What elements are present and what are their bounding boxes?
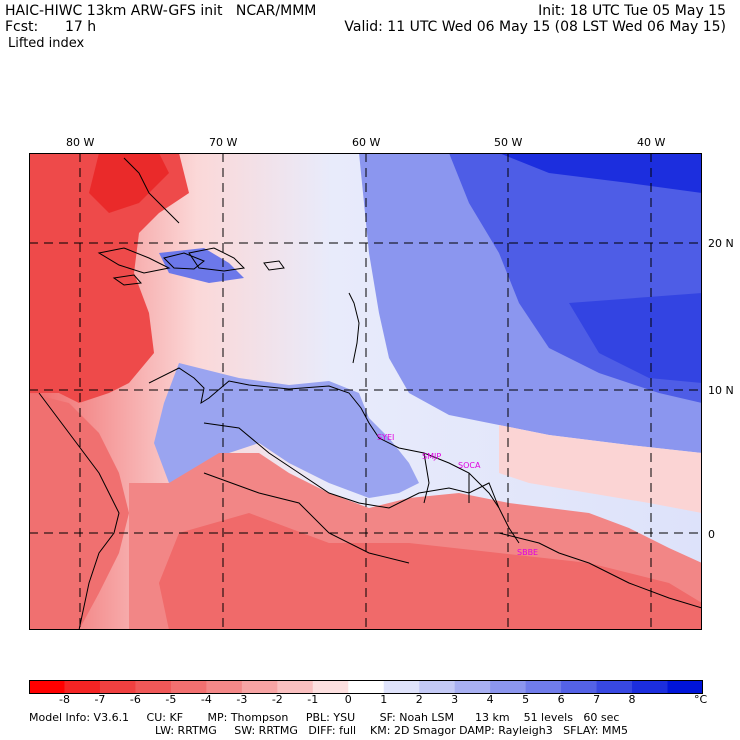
lat-lon-grid	[29, 153, 702, 630]
negative-region-central-america	[29, 393, 129, 630]
colorbar-tick-label: -4	[200, 693, 212, 706]
forecast-label: Fcst:	[5, 19, 39, 35]
negative-region-west	[29, 153, 189, 403]
colorbar-tick-label: -2	[271, 693, 283, 706]
colorbar-swatch	[170, 680, 207, 694]
positive-region-caribbean	[154, 363, 419, 498]
colorbar-swatch	[348, 680, 385, 694]
colorbar-tick-label: 0	[344, 693, 352, 706]
lat-label-0: 0	[708, 528, 715, 541]
colorbar-tick-label: 3	[451, 693, 459, 706]
colorbar-tick-label: -6	[129, 693, 141, 706]
colorbar-swatch	[561, 680, 598, 694]
colorbar-tick-label: 6	[557, 693, 565, 706]
colorbar-tick-label: 7	[593, 693, 601, 706]
colorbar-swatch	[454, 680, 491, 694]
station-soca: SOCA	[458, 461, 481, 470]
colorbar-tick-label: -8	[58, 693, 70, 706]
colorbar-tick-label: 2	[415, 693, 423, 706]
lat-label-10n: 10 N	[708, 384, 734, 397]
colorbar-swatch	[312, 680, 349, 694]
colorbar-swatch	[277, 680, 314, 694]
colorbar-swatch	[596, 680, 633, 694]
valid-time: Valid: 11 UTC Wed 06 May 15 (08 LST Wed …	[344, 19, 726, 35]
strong-negative-region-north	[89, 153, 169, 213]
colorbar-swatch	[64, 680, 101, 694]
station-syei: SYEI	[377, 433, 394, 442]
forecast-hour: 17 h	[65, 19, 97, 35]
colorbar-tick-label: -1	[307, 693, 319, 706]
colorbar-swatch	[99, 680, 137, 694]
strongest-positive-region-southeast	[569, 293, 702, 383]
colorbar-swatch	[419, 680, 456, 694]
colorbar-tick-label: 1	[380, 693, 388, 706]
colorbar-swatch	[632, 680, 669, 694]
map-frame	[29, 153, 702, 630]
model-info-line2: LW: RRTMG SW: RRTMG DIFF: full KM: 2D Sm…	[155, 724, 628, 737]
field-name: Lifted index	[8, 36, 85, 51]
lon-label-70w: 70 W	[209, 136, 238, 149]
lon-label-60w: 60 W	[352, 136, 381, 149]
colorbar-swatch	[667, 680, 703, 694]
colorbar-unit: °C	[694, 693, 708, 706]
lon-label-80w: 80 W	[66, 136, 95, 149]
colorbar-tick-label: 8	[628, 693, 636, 706]
colorbar-swatch	[383, 680, 420, 694]
model-info-line1: Model Info: V3.6.1 CU: KF MP: Thompson P…	[29, 711, 620, 724]
colorbar-swatch	[525, 680, 562, 694]
colorbar-swatch	[135, 680, 172, 694]
colorbar-swatch	[29, 680, 66, 694]
model-title: HAIC-HIWC 13km ARW-GFS init NCAR/MMM	[5, 3, 317, 19]
colorbar-frame	[29, 680, 703, 694]
station-sbbe: SBBE	[517, 548, 538, 557]
colorbar-tick-label: -5	[165, 693, 177, 706]
negative-region-south-america-inner	[159, 513, 702, 630]
colorbar-swatch	[206, 680, 243, 694]
colorbar-tick-label: 4	[486, 693, 494, 706]
colorbar	[29, 680, 703, 694]
lon-label-40w: 40 W	[637, 136, 666, 149]
init-time: Init: 18 UTC Tue 05 May 15	[538, 3, 726, 19]
lifted-index-map: SYEI SMJP SOCA SBBE	[29, 153, 702, 630]
colorbar-swatch	[241, 680, 278, 694]
colorbar-tick-label: -7	[94, 693, 106, 706]
station-smjp: SMJP	[422, 452, 441, 461]
lat-label-20n: 20 N	[708, 237, 734, 250]
colorbar-swatch	[490, 680, 527, 694]
colorbar-tick-label: 5	[522, 693, 530, 706]
colorbar-tick-label: -3	[236, 693, 248, 706]
lon-label-50w: 50 W	[494, 136, 523, 149]
coastlines	[38, 157, 702, 630]
